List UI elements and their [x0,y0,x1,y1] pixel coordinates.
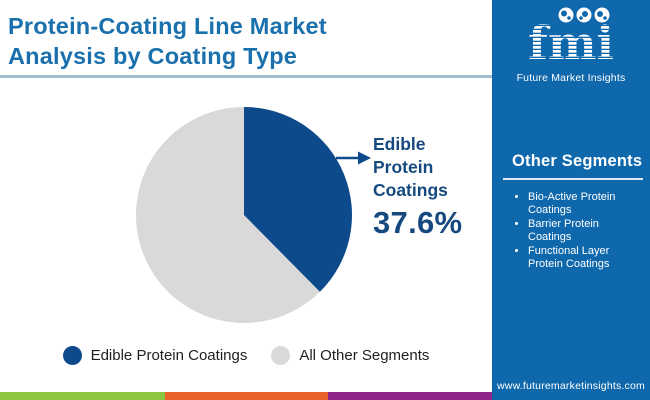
page-title: Protein-Coating Line Market Analysis by … [8,11,327,71]
legend-label-edible: Edible Protein Coatings [90,347,248,364]
callout-label-line: Coatings [373,180,448,200]
callout-label-line: Protein [373,157,434,177]
callout-value: 37.6% [373,205,463,240]
main-panel: Protein-Coating Line Market Analysis by … [0,11,492,400]
chart-legend: Edible Protein Coatings All Other Segmen… [0,346,492,365]
other-segments-heading: Other Segments [512,152,643,170]
pie-callout: Edible Protein Coatings 37.6% [373,133,462,241]
heading-underline [503,178,643,180]
fmi-logo: fmi Future Market Insights [492,6,650,84]
page-title-line2: Analysis by Coating Type [8,43,298,69]
footer-stripe-purple [328,392,492,400]
legend-swatch-edible [62,346,82,365]
globe-icon [558,7,574,23]
pie-chart [136,107,371,323]
fmi-logo-letters: fmi [528,16,614,66]
pie-slice-edible [244,107,352,292]
legend-label-others: All Other Segments [299,347,430,364]
header-divider [0,75,492,78]
sidebar: fmi Future Market Insights Other Segment… [492,0,650,400]
fmi-logo-tagline: Future Market Insights [516,72,626,84]
page-title-line1: Protein-Coating Line Market [8,13,327,39]
fmi-logo-graphic: fmi [528,7,614,70]
footer-stripe [0,392,492,400]
list-item: Functional Layer Protein Coatings [528,245,638,271]
globe-icon [594,7,610,23]
callout-label-line: Edible [373,134,426,154]
legend-item-others: All Other Segments [271,346,429,365]
footer-stripe-orange [165,392,328,400]
footer-stripe-green [0,392,165,400]
callout-arrow [336,151,371,165]
list-item: Bio-Active Protein Coatings [528,191,638,217]
list-item: Barrier Protein Coatings [528,218,638,244]
globe-icon [576,7,592,23]
other-segments-list: Bio-Active Protein Coatings Barrier Prot… [492,191,644,272]
legend-item-edible: Edible Protein Coatings [62,346,248,365]
website-link[interactable]: www.futuremarketinsights.com [497,380,645,392]
legend-swatch-others [271,346,291,365]
